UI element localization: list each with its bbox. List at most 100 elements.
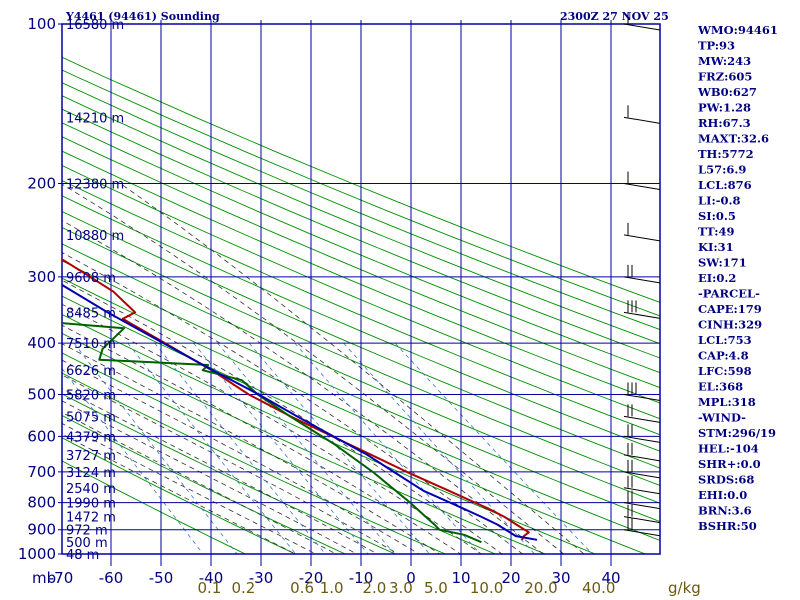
index-line: TT:49 [698,225,735,239]
wind-barb-shaft [623,471,661,479]
index-line: CAPE:179 [698,302,762,316]
index-line: SI:0.5 [698,209,736,223]
moist-adiabat-line [62,343,441,554]
index-line: LCL:876 [698,178,752,192]
wind-barb-shaft [623,435,661,443]
dry-adiabat-line [62,277,660,541]
index-line: SHR+:0.0 [698,457,761,471]
mixing-ratio-line [248,342,431,554]
wind-barb-shaft [623,234,661,242]
mixing-ratio-line [343,342,536,554]
dry-adiabat-line [62,195,660,452]
index-line: EHI:0.0 [698,488,747,502]
dry-adiabat-line [62,352,497,554]
moist-adiabat-line [62,220,544,554]
wind-barb-shaft [623,487,661,495]
dry-adiabat-line [62,69,660,317]
dry-adiabats [62,56,660,554]
temperature-tick-label: 40 [601,569,620,587]
index-line: MAXT:32.6 [698,132,769,146]
pressure-tick-label: 500 [27,385,56,403]
height-label: 7510 m [66,337,116,352]
index-line: TP:93 [698,39,735,53]
plot-frame [61,23,661,555]
pressure-tick-label: 600 [27,427,56,445]
moist-adiabat-line [62,251,524,554]
temperature-tick-label: 10 [451,569,470,587]
index-line: LI:-0.8 [698,194,741,208]
height-label: 48 m [66,548,99,563]
index-line: -PARCEL- [698,287,760,301]
dewpoint-profile [62,322,482,544]
mixing-ratio-tick-label: 0.1 [198,579,222,597]
index-line: CINH:329 [698,318,762,332]
wind-barb-shaft [623,183,661,191]
height-label: 6626 m [66,364,116,379]
mixing-ratio-line [217,342,396,554]
dry-adiabat-line [62,314,597,554]
index-line: LFC:598 [698,364,752,378]
index-line: BRN:3.6 [698,504,752,518]
temperature-tick-label: 30 [551,569,570,587]
height-label: 9608 m [66,271,116,286]
height-label: 1990 m [66,497,116,512]
pressure-tick-label: 200 [27,175,56,193]
temperature-tick-label: -30 [249,569,274,587]
wind-barb-shaft [623,415,661,423]
height-label: 4379 m [66,430,116,445]
dry-adiabat-line [62,226,660,486]
mixing-ratio-tick-label: 40.0 [582,579,615,597]
index-line: SRDS:68 [698,473,754,487]
index-line: EI:0.2 [698,271,736,285]
wind-barb-shaft [623,529,661,537]
wind-barb-shaft [623,311,661,319]
mixing-ratio-tick-label: 0.2 [231,579,255,597]
index-line: RH:67.3 [698,116,751,130]
dry-adiabat-line [62,437,297,554]
mixing-ratio-tick-label: 1.0 [320,579,344,597]
index-line: FRZ:605 [698,70,752,84]
pressure-tick-label: 1000 [18,545,56,563]
mixing-ratio-line [193,342,369,554]
index-line: EL:368 [698,380,743,394]
wind-barbs [623,12,661,537]
wind-barb-shaft [623,276,661,284]
mixing-ratio-tick-label: 10.0 [470,579,503,597]
pressure-tick-label: 400 [27,334,56,352]
grid [58,20,661,566]
height-label: 1472 m [66,511,116,526]
dry-adiabat-line [62,393,397,554]
moist-adiabat-line [62,279,503,554]
index-line: WB0:627 [697,85,757,99]
parcel-profile [62,283,538,541]
wind-barb-shaft [623,23,661,31]
pressure-tick-label: 300 [27,268,56,286]
sounding-series [62,258,538,544]
height-label: 500 m [66,536,108,551]
moist-adiabat-line [62,422,317,554]
height-label: 2540 m [66,482,116,497]
pressure-tick-label: 100 [27,15,56,33]
wind-barb-shaft [623,393,661,401]
index-line: -WIND- [698,411,746,425]
moist-adiabats [62,183,585,554]
moist-adiabat-line [62,387,379,554]
dry-adiabat-line [62,295,647,554]
index-line: STM:296/19 [698,426,776,440]
index-line: MPL:318 [698,395,756,409]
observation-time: 2300Z 27 NOV 25 [560,10,669,23]
mixing-ratio-tick-label: 20.0 [524,579,557,597]
wind-barb-shaft [623,502,661,510]
temperature-tick-label: 20 [501,569,520,587]
dry-adiabat-line [62,211,660,469]
moist-adiabat-line [62,359,420,554]
temperature-tick-label: -20 [299,569,324,587]
mixing-ratio-tick-label: 3.0 [389,579,413,597]
mixing-ratio-line [294,342,481,554]
temperature-tick-label: -40 [199,569,224,587]
dry-adiabat-line [62,260,660,523]
height-label: 5075 m [66,410,116,425]
